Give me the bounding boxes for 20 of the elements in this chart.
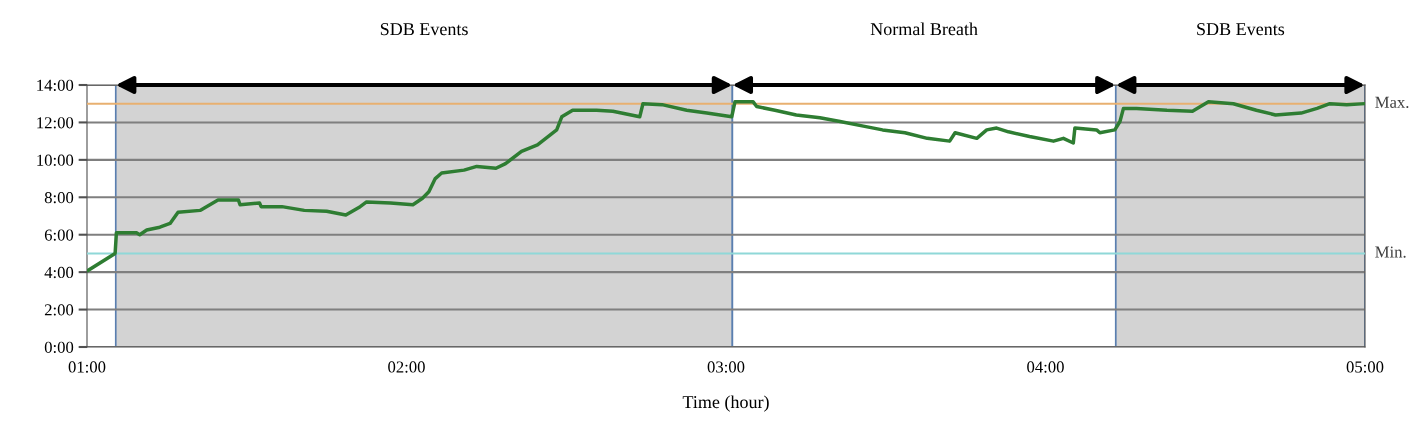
y-tick-label: 10:00 — [37, 154, 74, 166]
y-tick-label: 0:00 — [44, 341, 74, 354]
y-tick-label: 4:00 — [44, 266, 74, 279]
y-tick-label: 6:00 — [44, 229, 74, 241]
line-series — [87, 100, 1365, 273]
x-tick-label: 02:00 — [388, 361, 425, 373]
band-label: SDB Events — [380, 23, 468, 36]
y-tick-label: 8:00 — [44, 191, 74, 204]
x-tick-label: 01:00 — [68, 361, 106, 373]
ref-line-label: Max. — [1375, 96, 1409, 108]
x-axis-title: Time (hour) — [682, 395, 769, 412]
ref-line-label: Min. — [1375, 246, 1406, 258]
y-tick-label: 12:00 — [37, 117, 74, 129]
band-label: SDB Events — [1197, 23, 1285, 36]
y-tick-label: 14:00 — [37, 79, 74, 92]
band-label: Normal Breath — [870, 22, 978, 36]
x-tick-label: 04:00 — [1027, 361, 1064, 373]
x-tick-label: 05:00 — [1346, 361, 1384, 373]
y-tick-label: 2:00 — [44, 304, 74, 316]
x-tick-label: 03:00 — [707, 361, 745, 373]
